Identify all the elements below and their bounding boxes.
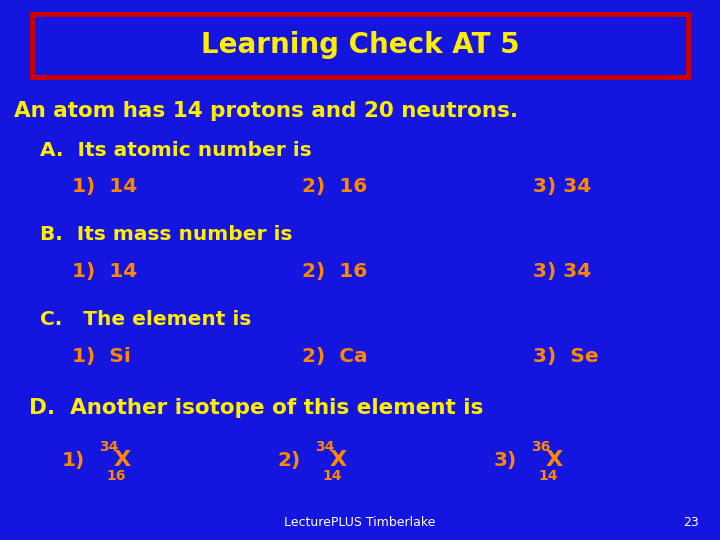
Text: 34: 34 [315, 440, 335, 454]
Text: B.  Its mass number is: B. Its mass number is [40, 225, 292, 245]
FancyBboxPatch shape [32, 14, 688, 77]
Text: 1): 1) [61, 450, 84, 470]
Text: 2)  Ca: 2) Ca [302, 347, 368, 366]
Text: 3) 34: 3) 34 [533, 261, 591, 281]
Text: 36: 36 [531, 440, 551, 454]
Text: X: X [330, 450, 347, 470]
Text: 2)  16: 2) 16 [302, 261, 368, 281]
Text: 16: 16 [107, 469, 126, 483]
Text: 3) 34: 3) 34 [533, 177, 591, 196]
Text: Learning Check AT 5: Learning Check AT 5 [201, 31, 519, 59]
Text: 3): 3) [493, 450, 516, 470]
Text: 1)  14: 1) 14 [72, 261, 138, 281]
Text: 1)  14: 1) 14 [72, 177, 138, 196]
Text: An atom has 14 protons and 20 neutrons.: An atom has 14 protons and 20 neutrons. [14, 100, 518, 121]
Text: A.  Its atomic number is: A. Its atomic number is [40, 140, 311, 160]
Text: 1)  Si: 1) Si [72, 347, 131, 366]
Text: D.  Another isotope of this element is: D. Another isotope of this element is [29, 397, 483, 418]
Text: C.   The element is: C. The element is [40, 310, 251, 329]
Text: 14: 14 [539, 469, 558, 483]
Text: 2)  16: 2) 16 [302, 177, 368, 196]
Text: 14: 14 [323, 469, 342, 483]
Text: 3)  Se: 3) Se [533, 347, 598, 366]
Text: 2): 2) [277, 450, 300, 470]
Text: LecturePLUS Timberlake: LecturePLUS Timberlake [284, 516, 436, 529]
Text: 23: 23 [683, 516, 698, 529]
Text: X: X [114, 450, 131, 470]
Text: X: X [546, 450, 563, 470]
Text: 34: 34 [99, 440, 119, 454]
